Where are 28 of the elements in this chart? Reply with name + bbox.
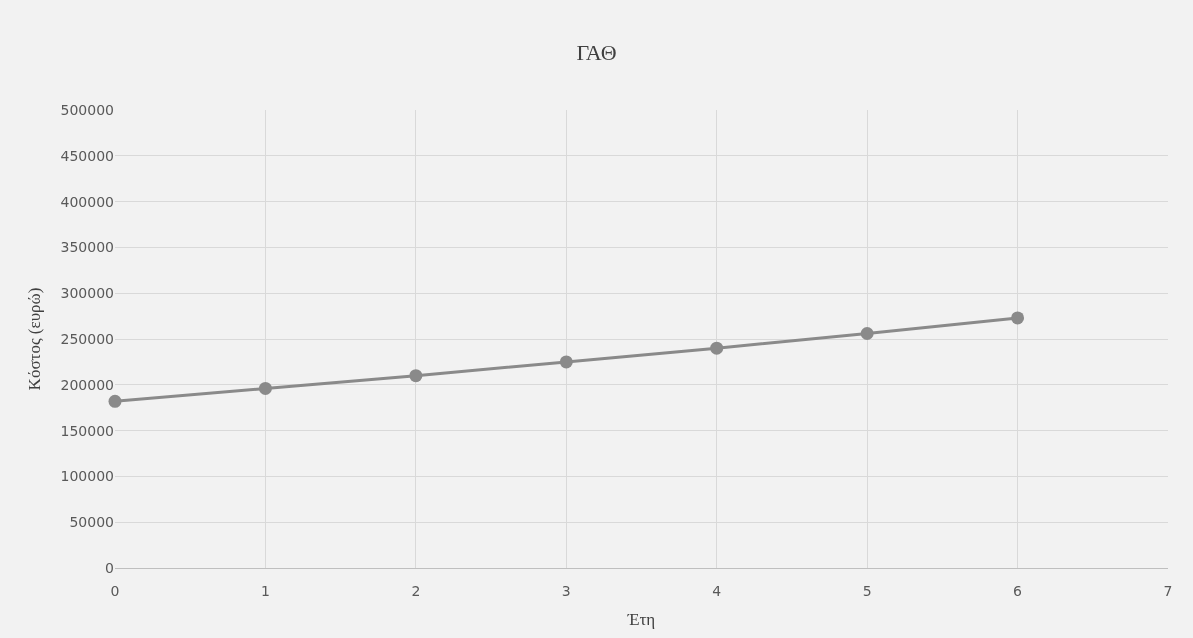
point bbox=[1011, 311, 1025, 325]
y-tick-label: 100000 bbox=[60, 468, 114, 485]
point bbox=[409, 369, 423, 383]
x-tick-label: 3 bbox=[561, 582, 571, 599]
x-tick-label: 4 bbox=[712, 582, 722, 599]
point bbox=[710, 341, 724, 355]
point bbox=[258, 381, 272, 395]
x-tick-label: 7 bbox=[1163, 582, 1173, 599]
x-tick-label: 6 bbox=[1013, 582, 1023, 599]
point bbox=[559, 355, 573, 369]
y-tick-label: 250000 bbox=[60, 330, 114, 347]
x-axis-title: Έτη bbox=[626, 610, 656, 630]
y-tick-label: 300000 bbox=[60, 285, 114, 302]
y-tick-label: 150000 bbox=[60, 422, 114, 439]
y-axis-title: Κόστος (ευρώ) bbox=[25, 287, 45, 391]
y-tick-label: 0 bbox=[105, 559, 114, 576]
y-tick-label: 500000 bbox=[60, 101, 114, 118]
chart-title: ΓΑΘ bbox=[576, 40, 617, 66]
y-tick-label: 350000 bbox=[60, 239, 114, 256]
point bbox=[860, 327, 874, 340]
y-tick-label: 50000 bbox=[69, 514, 114, 531]
y-tick-label: 200000 bbox=[60, 376, 114, 393]
point bbox=[108, 394, 122, 408]
y-tick-label: 450000 bbox=[60, 147, 114, 164]
x-tick-label: 1 bbox=[260, 582, 270, 599]
y-tick-label: 400000 bbox=[60, 193, 114, 210]
x-tick-label: 2 bbox=[411, 582, 421, 599]
x-tick-label: 5 bbox=[862, 582, 872, 599]
